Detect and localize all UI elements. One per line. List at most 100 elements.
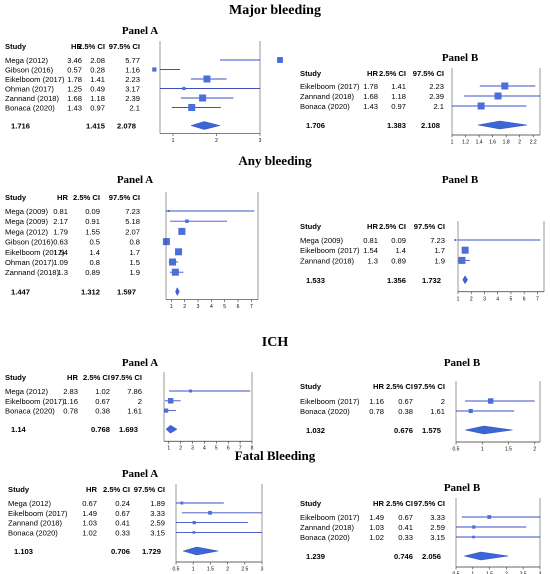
hr-value: 1.54 xyxy=(53,248,68,257)
hr-value: 1.68 xyxy=(67,94,82,103)
pooled-diamond xyxy=(477,120,528,130)
header-ci-low: 2.5% CI xyxy=(379,222,406,231)
x-tick-label: 5 xyxy=(215,446,218,452)
header-study: Study xyxy=(300,382,322,391)
ci-high-value: 1.7 xyxy=(129,248,140,257)
study-label: Mega (2012) xyxy=(5,387,49,396)
pooled-diamond xyxy=(165,424,178,434)
ci-low-value: 1.55 xyxy=(85,227,100,236)
study-label: Bonaca (2020) xyxy=(300,533,350,542)
hr-value: 1.54 xyxy=(363,246,378,255)
pooled-ci-high: 1.597 xyxy=(117,288,136,297)
x-tick-label: 1 xyxy=(172,138,175,144)
header-ci-low: 2.5% CI xyxy=(103,485,130,494)
hr-value: 2.83 xyxy=(63,387,78,396)
effect-box xyxy=(454,239,457,241)
hr-value: 1.43 xyxy=(67,104,82,113)
ci-high-value: 2.59 xyxy=(150,519,165,528)
pooled-hr: 1.103 xyxy=(14,547,33,556)
ci-high-value: 7.23 xyxy=(125,207,140,216)
ci-high-value: 2 xyxy=(441,397,445,406)
study-label: Mega (2012) xyxy=(8,499,52,508)
header-ci-low: 2.5% CI xyxy=(83,373,110,382)
pooled-ci-low: 0.706 xyxy=(111,547,130,556)
effect-box xyxy=(162,238,170,246)
header-ci-high: 97.5% CI xyxy=(414,499,445,508)
ci-high-value: 1.7 xyxy=(434,246,445,255)
x-tick-label: 5 xyxy=(510,296,513,302)
ci-low-value: 1.18 xyxy=(90,94,105,103)
pooled-ci-high: 2.056 xyxy=(422,552,441,561)
pooled-ci-high: 1.729 xyxy=(142,547,161,556)
hr-value: 1.25 xyxy=(67,85,82,94)
header-study: Study xyxy=(8,485,30,494)
ci-low-value: 1.4 xyxy=(89,248,100,257)
pooled-diamond xyxy=(190,121,220,130)
pooled-hr: 1.706 xyxy=(306,121,325,130)
study-label: Eikelboom (2017) xyxy=(5,75,65,84)
panel-title: Panel A xyxy=(121,25,159,37)
study-label: Mega (2012) xyxy=(5,56,49,65)
study-label: Zannand (2018) xyxy=(5,268,60,277)
x-tick-label: 6 xyxy=(237,304,240,310)
ci-low-value: 1.4 xyxy=(395,246,406,255)
x-tick-label: 2 xyxy=(470,296,473,302)
effect-box xyxy=(164,408,169,413)
header-hr: HR xyxy=(71,42,82,51)
study-label: Gibson (2016) xyxy=(5,66,54,75)
ci-high-value: 7.23 xyxy=(430,236,445,245)
ci-high-value: 1.9 xyxy=(434,256,445,265)
hr-value: 1.02 xyxy=(82,528,97,537)
effect-box xyxy=(487,515,492,519)
hr-value: 1.03 xyxy=(369,523,384,532)
header-hr: HR xyxy=(373,499,384,508)
effect-box xyxy=(477,102,485,110)
x-tick-label: 1.4 xyxy=(476,140,483,146)
header-study: Study xyxy=(300,222,322,231)
ci-low-value: 0.67 xyxy=(115,509,130,518)
effect-box xyxy=(182,86,186,91)
hr-value: 0.81 xyxy=(53,207,68,216)
ci-high-value: 2.39 xyxy=(429,92,444,101)
x-tick-label: 8 xyxy=(251,446,254,452)
x-tick-label: 7 xyxy=(239,446,242,452)
study-label: Eikelboom (2017) xyxy=(5,248,65,257)
ci-high-value: 2.1 xyxy=(129,104,140,113)
x-tick-label: 4 xyxy=(210,304,213,310)
study-label: Bonaca (2020) xyxy=(8,528,58,537)
ci-high-value: 1.16 xyxy=(125,66,140,75)
ci-high-value: 2.07 xyxy=(125,227,140,236)
pooled-ci-low: 1.312 xyxy=(81,288,100,297)
header-study: Study xyxy=(5,373,27,382)
header-ci-low: 2.5% CI xyxy=(78,42,105,51)
hr-value: 1.3 xyxy=(367,256,378,265)
panel-title: Panel A xyxy=(116,174,154,186)
study-label: Eikelboom (2017) xyxy=(300,397,360,406)
header-ci-low: 2.5% CI xyxy=(73,193,100,202)
header-ci-high: 97.5% CI xyxy=(109,193,140,202)
ci-low-value: 1.18 xyxy=(391,92,406,101)
ci-low-value: 0.49 xyxy=(90,85,105,94)
x-tick-label: 4 xyxy=(203,446,206,452)
ci-high-value: 3.33 xyxy=(150,509,165,518)
study-label: Mega (2009) xyxy=(300,236,344,245)
ci-low-value: 0.5 xyxy=(89,238,100,247)
x-tick-label: 2.5 xyxy=(520,572,527,574)
effect-box xyxy=(180,501,184,505)
study-label: Zannand (2018) xyxy=(300,523,355,532)
study-label: Eikelboom (2017) xyxy=(300,513,360,522)
ci-low-value: 0.8 xyxy=(89,258,100,267)
ci-low-value: 0.67 xyxy=(398,397,413,406)
pooled-hr: 1.716 xyxy=(11,122,30,131)
pooled-ci-high: 1.732 xyxy=(422,276,441,285)
x-tick-label: 2 xyxy=(215,138,218,144)
effect-box xyxy=(175,248,183,256)
x-tick-label: 1.2 xyxy=(462,140,469,146)
ci-high-value: 1.61 xyxy=(430,407,445,416)
hr-value: 1.03 xyxy=(82,519,97,528)
pooled-ci-high: 1.693 xyxy=(119,425,138,434)
header-study: Study xyxy=(5,42,27,51)
ci-high-value: 1.61 xyxy=(127,407,142,416)
ci-high-value: 3.33 xyxy=(430,513,445,522)
